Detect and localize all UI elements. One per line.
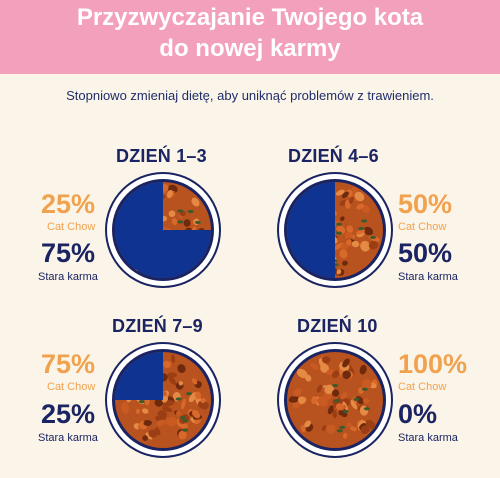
stage-3-new-label: Cat Chow: [47, 381, 96, 393]
stage-2-old-percent: 50%: [398, 238, 453, 268]
header-banner: Przyzwyczajanie Twojego kota do nowej ka…: [0, 0, 500, 74]
stage-4-old-percent: 0%: [398, 399, 438, 429]
stage-1-food-plate: [105, 172, 221, 288]
stage-4-food-plate: [277, 342, 393, 458]
stage-3-old-label: Stara karma: [38, 432, 98, 444]
stage-2-old-label: Stara karma: [398, 271, 458, 283]
stage-1-day-title: DZIEŃ 1–3: [116, 146, 207, 166]
stage-4-new-label: Cat Chow: [398, 381, 447, 393]
stage-3-old-percent: 25%: [41, 399, 96, 429]
stage-2-new-percent: 50%: [398, 189, 453, 219]
page-title: Przyzwyczajanie Twojego kota do nowej ka…: [76, 4, 424, 62]
stage-1-old-percent: 75%: [41, 238, 96, 268]
stage-4-old-label: Stara karma: [398, 432, 458, 444]
stage-3-day-title: DZIEŃ 7–9: [112, 316, 203, 336]
stage-1-new-percent: 25%: [41, 189, 96, 219]
stage-3-food-plate: [105, 342, 221, 458]
stage-1-new-label: Cat Chow: [47, 221, 96, 233]
stage-1-old-label: Stara karma: [38, 271, 98, 283]
page-subtitle: Stopniowo zmieniaj dietę, aby uniknąć pr…: [66, 88, 434, 103]
stage-3-new-percent: 75%: [41, 349, 96, 379]
stage-2-new-label: Cat Chow: [398, 221, 447, 233]
food-chunks: [288, 354, 378, 439]
stage-4-day-title: DZIEŃ 10: [297, 316, 378, 336]
stage-2-day-title: DZIEŃ 4–6: [288, 146, 379, 166]
old-food-wedge: [115, 182, 211, 278]
stage-4-new-percent: 100%: [398, 349, 468, 379]
stage-2-food-plate: [277, 172, 393, 288]
old-food-wedge: [115, 352, 163, 400]
old-food-wedge: [287, 182, 335, 278]
